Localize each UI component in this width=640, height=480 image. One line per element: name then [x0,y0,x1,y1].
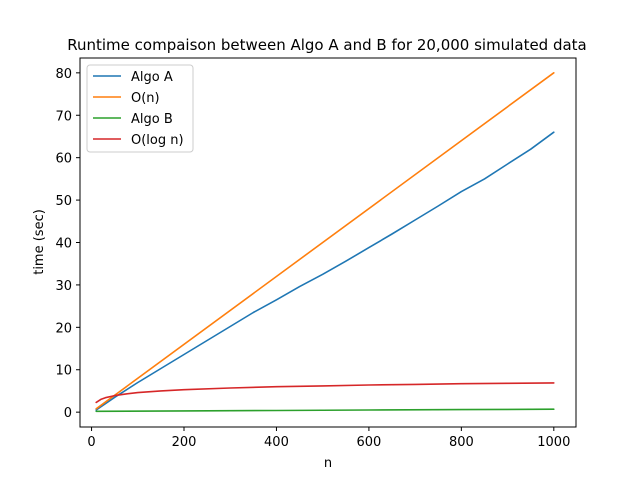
y-tick-label: 50 [55,194,72,209]
chart-title: Runtime compaison between Algo A and B f… [67,36,587,54]
series-line-algo-b [95,408,555,413]
y-axis-label: time (sec) [32,209,47,275]
axes-layer: 0 200 400 600 800 1000 0 10 20 30 40 50 60 70 80 [55,67,570,450]
legend-box [86,64,194,153]
x-tick-label: 600 [356,435,381,450]
x-tick-label: 400 [264,435,289,450]
y-tick-label: 0 [64,406,72,421]
legend: Algo A O(n) Algo B O(log n) [86,64,194,153]
x-tick-label: 1000 [537,435,570,450]
y-tick-label: 80 [55,67,72,82]
x-tick-label: 200 [172,435,197,450]
plot-layer [95,72,555,413]
y-tick-label: 60 [55,152,72,167]
legend-label: Algo A [131,70,173,85]
y-tick-label: 30 [55,279,72,294]
x-tick-label: 800 [449,435,474,450]
legend-label: O(n) [131,91,160,106]
x-tick-label: 0 [87,435,95,450]
series-line-o-n [95,72,555,410]
legend-label: Algo B [131,112,173,127]
y-tick-label: 70 [55,109,72,124]
y-tick-label: 20 [55,321,72,336]
y-tick-label: 40 [55,237,72,252]
series-line-algo-a [95,131,555,411]
series-line-o-log-n [95,382,555,404]
legend-label: O(log n) [131,133,184,148]
y-tick-label: 10 [55,364,72,379]
x-axis-label: n [324,456,332,471]
